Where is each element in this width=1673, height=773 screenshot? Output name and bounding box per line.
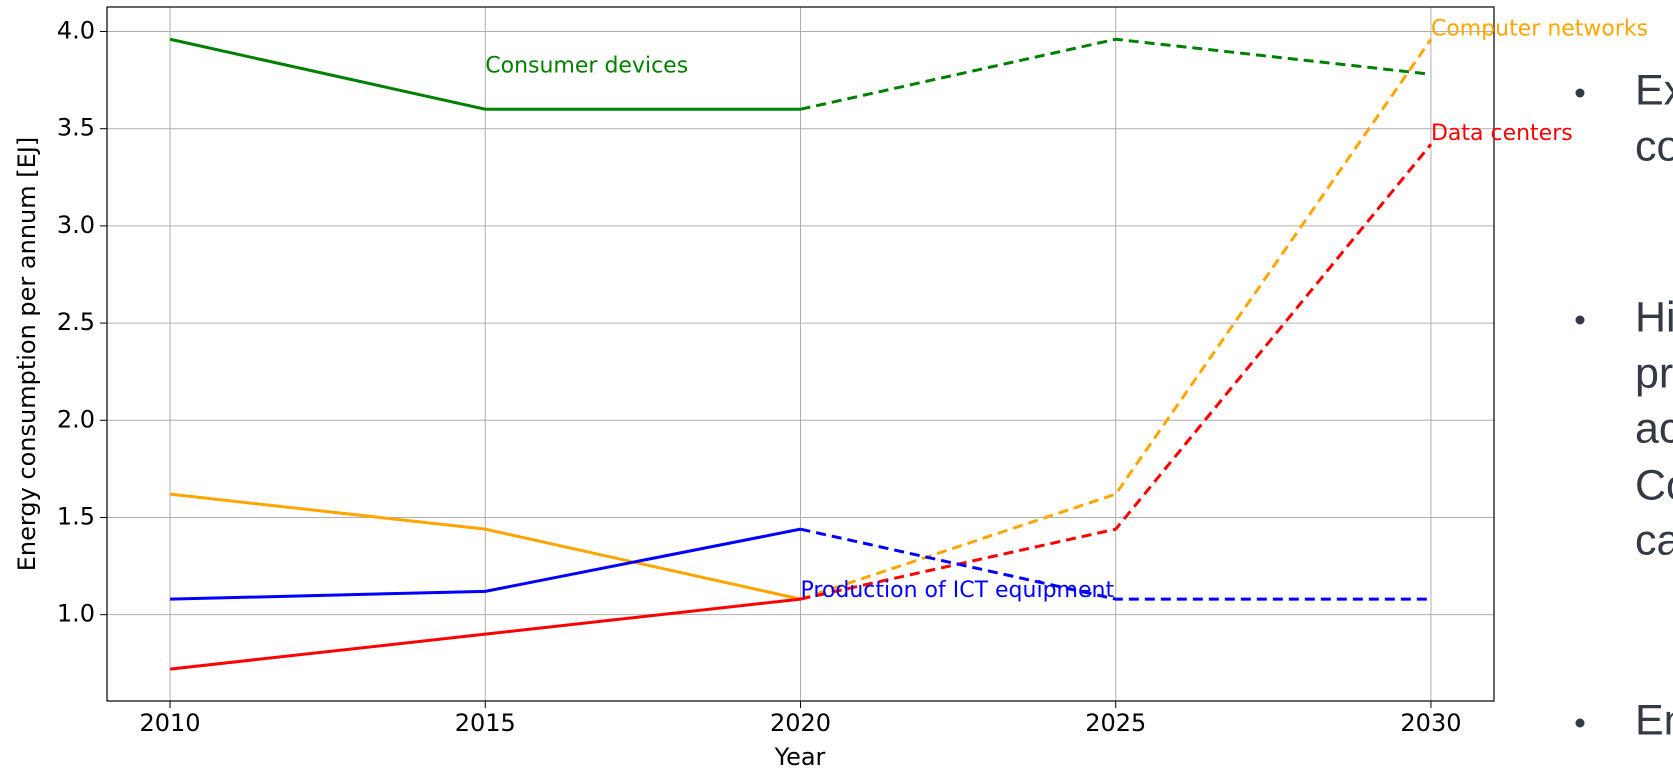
- x-tick-label: 2030: [1400, 709, 1461, 737]
- y-axis-label: Energy consumption per annum [EJ]: [13, 137, 41, 571]
- series-line: [170, 527, 801, 601]
- bullet-text: co: [1635, 122, 1673, 170]
- projected-line: [800, 527, 1431, 601]
- plot-frame: [106, 6, 1495, 702]
- y-tick-label: 2.5: [57, 308, 95, 336]
- bullet-text: Hi: [1635, 293, 1673, 341]
- x-tick-label: 2010: [140, 709, 201, 737]
- y-tick-label: 2.0: [57, 405, 95, 433]
- bullet-text: ca: [1635, 516, 1673, 564]
- x-tick-label: 2015: [455, 709, 516, 737]
- y-tick-label: 3.5: [57, 114, 95, 142]
- series-annotation: Production of ICT equipment: [801, 578, 1115, 603]
- series-annotation: Consumer devices: [485, 53, 688, 78]
- bullet-text: ac: [1635, 404, 1673, 452]
- x-axis-label: Year: [774, 743, 826, 771]
- bullet-text: Ex: [1635, 66, 1673, 114]
- y-tick-label: 1.0: [57, 600, 95, 628]
- bullet-text: En: [1635, 696, 1673, 744]
- series-annotation: Computer networks: [1431, 16, 1648, 41]
- bullet-text: Co: [1635, 461, 1673, 509]
- y-tick-label: 1.5: [57, 502, 95, 530]
- series-line: [169, 492, 801, 601]
- series-annotation: Data centers: [1431, 121, 1573, 146]
- x-tick-label: 2020: [770, 709, 831, 737]
- bullet: [1575, 315, 1585, 325]
- projected-line: [800, 37, 1432, 111]
- series-line: [169, 37, 801, 111]
- series-line: [169, 597, 801, 671]
- x-tick-label: 2025: [1085, 709, 1146, 737]
- y-tick-label: 4.0: [57, 16, 95, 44]
- bullet-text: pr: [1635, 349, 1673, 397]
- projected-line: [800, 143, 1433, 601]
- bullet: [1575, 88, 1585, 98]
- bullet: [1575, 718, 1585, 728]
- y-tick-label: 3.0: [57, 211, 95, 239]
